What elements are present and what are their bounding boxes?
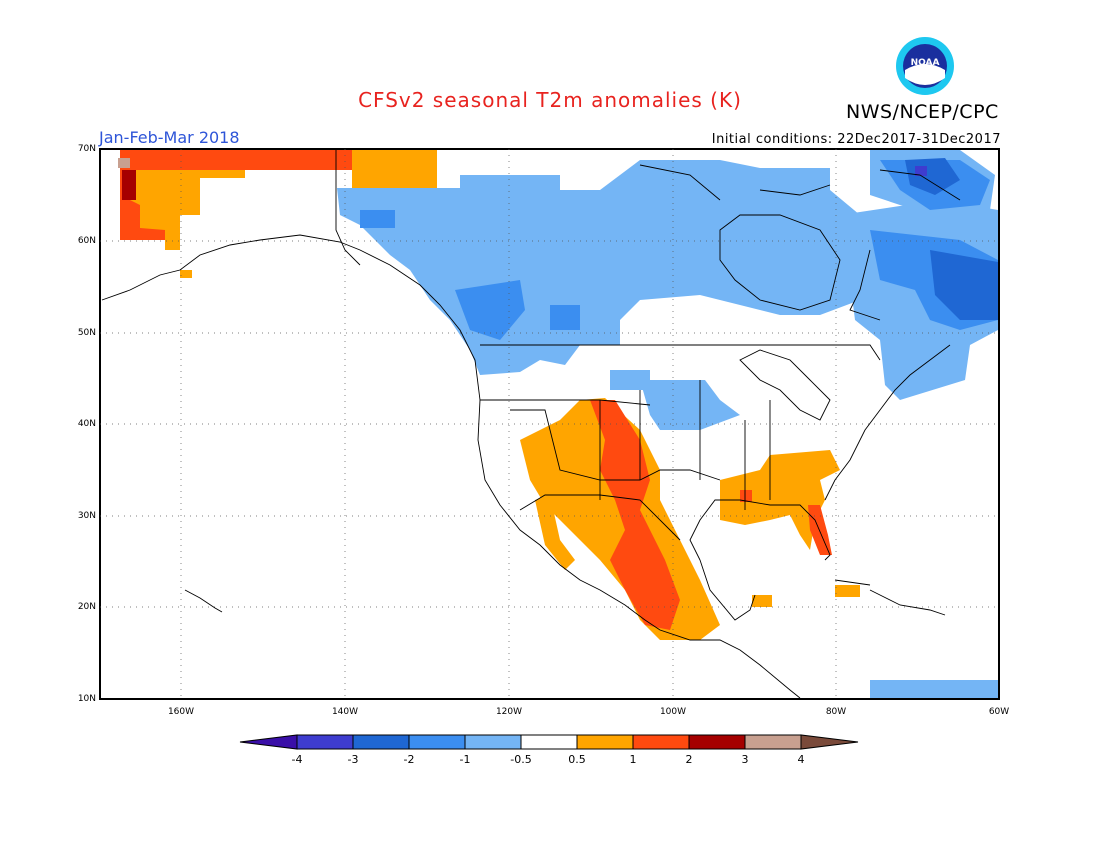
colorbar-box	[352, 734, 410, 750]
colorbar-label: 3	[741, 753, 749, 766]
lon-tick: 160W	[167, 707, 195, 717]
colorbar-label: 2	[685, 753, 693, 766]
colorbar-label: -0.5	[510, 753, 532, 766]
colorbar-box	[520, 734, 578, 750]
colorbar-label: -1	[459, 753, 471, 766]
lat-tick: 40N	[77, 419, 96, 429]
initial-conditions: Initial conditions: 22Dec2017-31Dec2017	[711, 132, 1001, 147]
chart-title: CFSv2 seasonal T2m anomalies (K)	[358, 88, 742, 112]
colorbar-label: -4	[291, 753, 303, 766]
lon-tick: 60W	[988, 707, 1010, 717]
colorbar-label: 4	[797, 753, 805, 766]
colorbar-box	[408, 734, 466, 750]
lon-tick: 80W	[825, 707, 847, 717]
colorbar-box	[744, 734, 802, 750]
colorbar-box	[296, 734, 354, 750]
colorbar-box	[464, 734, 522, 750]
lat-tick: 20N	[77, 602, 96, 612]
lon-tick: 100W	[659, 707, 687, 717]
colorbar-box	[688, 734, 746, 750]
lon-tick: 120W	[495, 707, 523, 717]
lon-tick: 140W	[331, 707, 359, 717]
colorbar-left-arrow	[239, 734, 298, 750]
coastlines	[101, 150, 961, 699]
colorbar-label: 1	[629, 753, 637, 766]
lat-tick: 30N	[77, 511, 96, 521]
anomaly-fields	[118, 150, 998, 698]
forecast-period: Jan-Feb-Mar 2018	[99, 128, 240, 147]
colorbar-label: 0.5	[568, 753, 586, 766]
colorbar-box	[632, 734, 690, 750]
agency-label: NWS/NCEP/CPC	[846, 101, 999, 123]
colorbar-label: -2	[403, 753, 415, 766]
lat-tick: 70N	[77, 144, 96, 154]
colorbar-box	[576, 734, 634, 750]
noaa-logo: NOAA	[896, 37, 954, 95]
lat-tick: 10N	[77, 694, 96, 704]
svg-text:NOAA: NOAA	[911, 58, 940, 68]
lat-tick: 60N	[77, 236, 96, 246]
colorbar-right-arrow	[800, 734, 859, 750]
colorbar-label: -3	[347, 753, 359, 766]
lat-tick: 50N	[77, 328, 96, 338]
